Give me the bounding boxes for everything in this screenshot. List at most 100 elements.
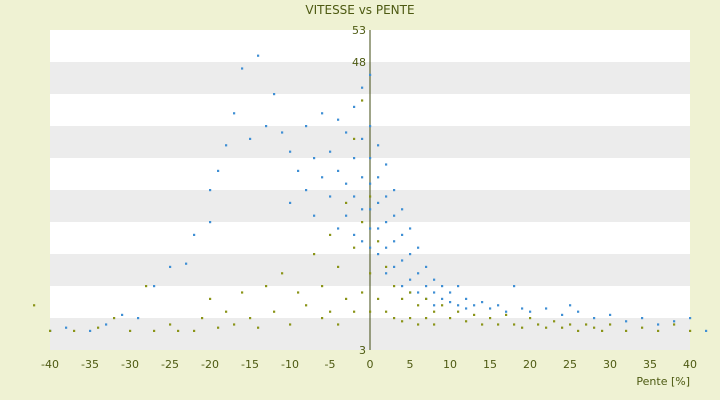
- data-point: [353, 233, 356, 236]
- data-point: [577, 310, 580, 313]
- x-tick-label: 40: [683, 358, 697, 371]
- data-point: [417, 272, 420, 275]
- data-point: [289, 150, 292, 153]
- data-point: [425, 285, 428, 288]
- data-point: [489, 317, 492, 320]
- data-point: [465, 297, 468, 300]
- data-point: [401, 233, 404, 236]
- data-point: [233, 112, 236, 115]
- data-point: [689, 329, 692, 332]
- data-point: [521, 307, 524, 310]
- data-point: [209, 221, 212, 224]
- data-point: [353, 105, 356, 108]
- data-point: [433, 291, 436, 294]
- data-point: [361, 221, 364, 224]
- data-point: [369, 157, 372, 160]
- data-point: [345, 182, 348, 185]
- data-point: [217, 326, 220, 329]
- data-point: [657, 329, 660, 332]
- data-point: [385, 310, 388, 313]
- data-point: [97, 326, 100, 329]
- data-point: [401, 208, 404, 211]
- data-point: [329, 150, 332, 153]
- data-point: [409, 278, 412, 281]
- data-point: [457, 304, 460, 307]
- data-point: [585, 323, 588, 326]
- data-point: [305, 125, 308, 128]
- data-point: [497, 304, 500, 307]
- data-point: [361, 240, 364, 243]
- data-point: [473, 304, 476, 307]
- data-point: [313, 253, 316, 256]
- data-point: [233, 323, 236, 326]
- data-point: [393, 265, 396, 268]
- data-point: [385, 265, 388, 268]
- data-point: [385, 272, 388, 275]
- data-point: [417, 323, 420, 326]
- data-point: [657, 323, 660, 326]
- data-point: [201, 317, 204, 320]
- data-point: [377, 227, 380, 230]
- data-point: [561, 326, 564, 329]
- data-point: [377, 297, 380, 300]
- data-point: [361, 137, 364, 140]
- data-point: [73, 329, 76, 332]
- data-point: [33, 304, 36, 307]
- data-point: [297, 169, 300, 172]
- data-point: [513, 323, 516, 326]
- data-point: [593, 326, 596, 329]
- data-point: [241, 291, 244, 294]
- data-point: [377, 240, 380, 243]
- data-point: [449, 317, 452, 320]
- data-point: [153, 329, 156, 332]
- data-point: [417, 304, 420, 307]
- data-point: [601, 329, 604, 332]
- data-point: [377, 176, 380, 179]
- data-point: [561, 313, 564, 316]
- data-point: [345, 201, 348, 204]
- data-point: [441, 304, 444, 307]
- data-point: [113, 317, 116, 320]
- data-point: [249, 137, 252, 140]
- x-tick-label: -25: [161, 358, 179, 371]
- data-point: [369, 227, 372, 230]
- series-1: [33, 99, 692, 332]
- data-point: [361, 176, 364, 179]
- data-point: [377, 144, 380, 147]
- data-point: [169, 323, 172, 326]
- data-point: [433, 310, 436, 313]
- data-point: [369, 310, 372, 313]
- data-point: [321, 112, 324, 115]
- data-point: [145, 285, 148, 288]
- data-point: [353, 310, 356, 313]
- y-tick-label: 3: [359, 344, 366, 357]
- data-point: [609, 323, 612, 326]
- data-point: [433, 304, 436, 307]
- data-point: [529, 317, 532, 320]
- data-point: [289, 323, 292, 326]
- data-point: [481, 323, 484, 326]
- data-point: [297, 291, 300, 294]
- data-point: [465, 307, 468, 310]
- x-tick-label: 15: [483, 358, 497, 371]
- x-tick-label: 0: [367, 358, 374, 371]
- data-point: [329, 233, 332, 236]
- x-tick-label: -35: [81, 358, 99, 371]
- data-point: [105, 323, 108, 326]
- data-point: [329, 195, 332, 198]
- data-point: [313, 157, 316, 160]
- data-point: [369, 195, 372, 198]
- data-point: [337, 227, 340, 230]
- data-point: [185, 262, 188, 265]
- data-point: [417, 246, 420, 249]
- data-point: [193, 329, 196, 332]
- data-point: [441, 285, 444, 288]
- data-point: [321, 285, 324, 288]
- data-point: [177, 329, 180, 332]
- data-point: [121, 313, 124, 316]
- data-point: [257, 326, 260, 329]
- data-point: [281, 272, 284, 275]
- data-point: [377, 253, 380, 256]
- data-point: [369, 125, 372, 128]
